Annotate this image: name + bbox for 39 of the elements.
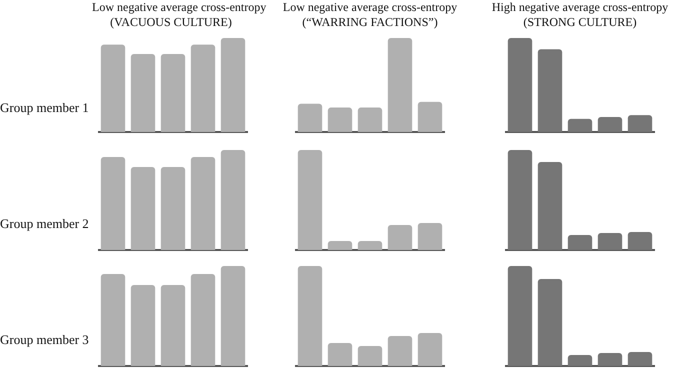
y-axis-title: Group member 1 xyxy=(0,100,90,116)
bar xyxy=(538,279,562,366)
bar xyxy=(388,336,412,366)
bar xyxy=(568,355,592,366)
bar xyxy=(328,108,352,132)
bar xyxy=(598,116,622,132)
y-axis-title: Group member 2 xyxy=(0,216,90,232)
bar xyxy=(298,150,322,250)
bar xyxy=(598,233,622,250)
bar xyxy=(358,241,382,250)
bar xyxy=(418,223,442,250)
bar xyxy=(358,346,382,366)
bar xyxy=(568,118,592,132)
bar xyxy=(298,104,322,132)
bar xyxy=(628,352,652,366)
bar xyxy=(418,333,442,366)
bar xyxy=(628,232,652,250)
chart-title: Low negative average cross-entropy xyxy=(282,0,458,15)
bar xyxy=(508,150,532,250)
chart-subtitle: (VACUOUS CULTURE) xyxy=(109,15,233,30)
bar xyxy=(328,343,352,366)
bar xyxy=(508,266,532,366)
chart-title: High negative average cross-entropy xyxy=(490,0,670,15)
bar xyxy=(538,162,562,250)
bar xyxy=(508,38,532,132)
bar xyxy=(328,241,352,250)
bar xyxy=(538,49,562,132)
bar xyxy=(358,108,382,132)
bar xyxy=(298,266,322,366)
bar xyxy=(418,102,442,132)
chart-subtitle: (STRONG CULTURE) xyxy=(522,15,638,30)
bar xyxy=(568,235,592,250)
bar xyxy=(388,38,412,132)
bar xyxy=(598,353,622,366)
chart-title: Low negative average cross-entropy xyxy=(92,0,266,15)
bar xyxy=(388,225,412,250)
chart-subtitle: (“WARRING FACTIONS”) xyxy=(301,15,439,30)
y-axis-title: Group member 3 xyxy=(0,332,90,348)
bar xyxy=(628,115,652,132)
